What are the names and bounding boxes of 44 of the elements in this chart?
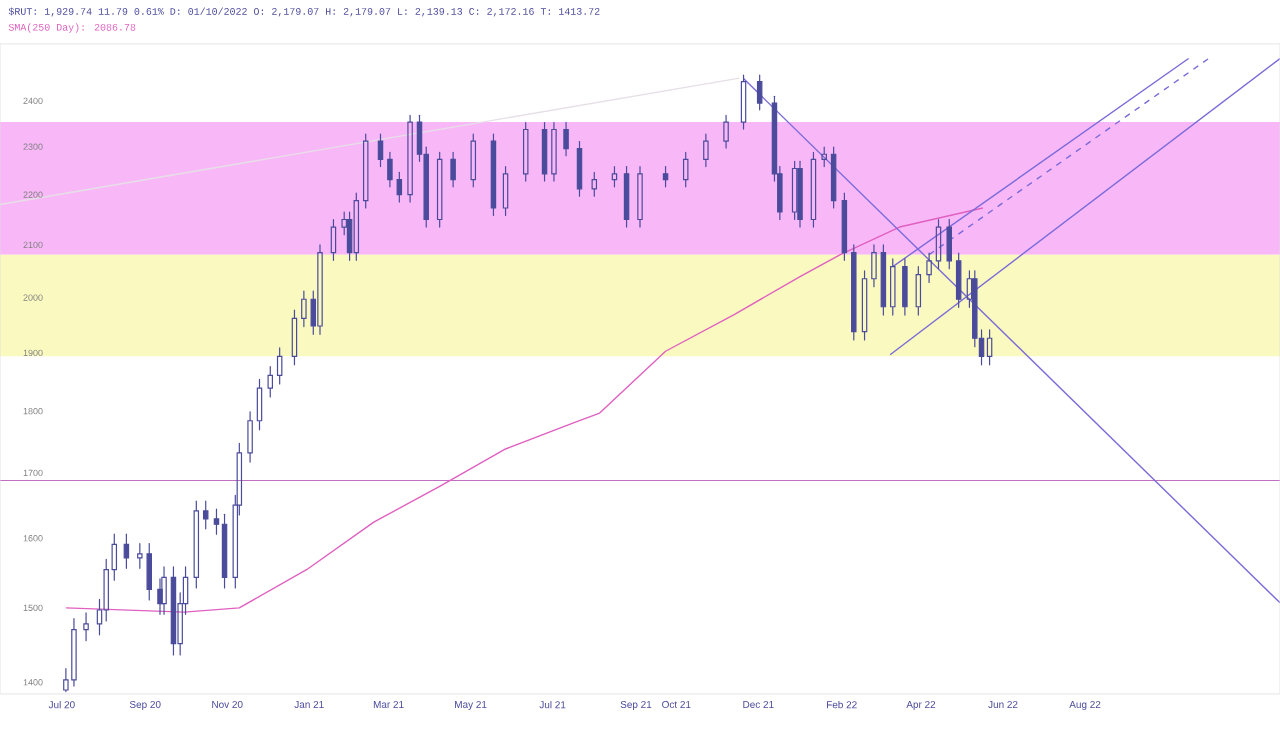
candlestick	[810, 151, 817, 228]
candlestick	[161, 566, 167, 615]
candlestick	[256, 378, 263, 431]
candlestick	[986, 329, 993, 366]
candlestick	[362, 133, 369, 209]
candlestick	[170, 566, 177, 656]
candlestick	[682, 151, 689, 188]
candlestick	[407, 114, 413, 203]
candlestick	[902, 258, 908, 316]
candlestick	[551, 121, 557, 182]
line-series	[65, 207, 984, 613]
candlestick	[353, 192, 360, 261]
candlestick	[330, 218, 337, 261]
candlestick	[791, 160, 798, 221]
candlestick	[83, 612, 89, 642]
candlestick	[71, 618, 77, 687]
candlestick	[291, 309, 298, 366]
candlestick	[880, 244, 887, 316]
candlestick	[247, 411, 253, 463]
candlestick	[740, 74, 747, 130]
candlestick	[915, 266, 922, 316]
candlestick	[797, 160, 803, 228]
candlestick	[450, 151, 456, 188]
candlestick	[703, 133, 709, 168]
candlestick	[267, 366, 274, 398]
candlestick	[935, 218, 942, 270]
candlestick	[276, 347, 283, 385]
candlestick	[926, 252, 932, 284]
candlestick	[723, 114, 729, 149]
candlestick	[637, 166, 643, 228]
candlestick	[193, 500, 200, 589]
candlestick	[591, 171, 598, 197]
candlestick	[861, 270, 868, 341]
candlestick	[611, 166, 618, 188]
candlestick	[436, 151, 443, 228]
candlestick	[871, 244, 877, 288]
candlestick	[563, 121, 569, 157]
candlestick	[387, 151, 393, 188]
candlestick	[821, 146, 827, 168]
candlestick	[522, 121, 529, 182]
candlestick	[890, 258, 896, 316]
candlestick	[317, 244, 323, 335]
candlestick	[502, 166, 509, 217]
candlestick	[470, 133, 477, 188]
